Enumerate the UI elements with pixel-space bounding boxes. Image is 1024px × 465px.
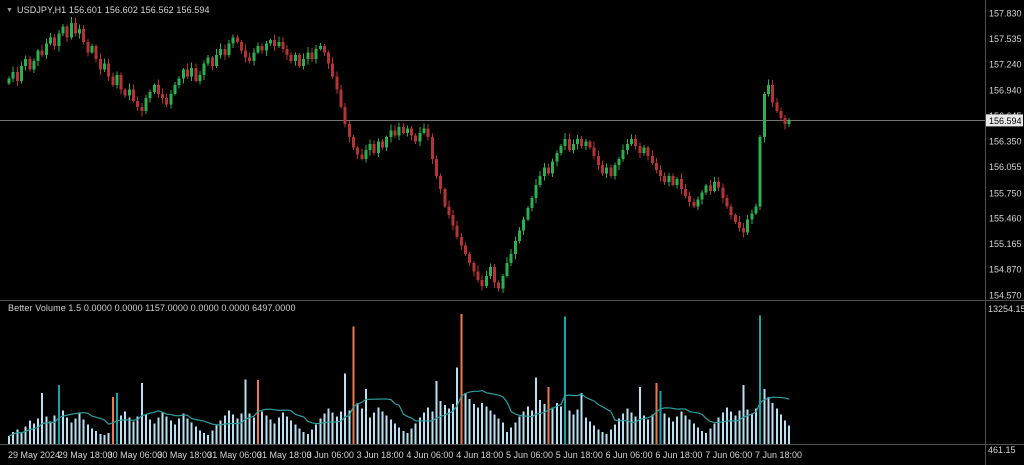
price-axis-label: 156.055 [989, 162, 1022, 172]
price-axis-label: 156.940 [989, 85, 1022, 95]
symbol-title-text: USDJPY,H1 156.601 156.602 156.562 156.59… [17, 5, 210, 15]
time-axis-label: 6 Jun 06:00 [606, 450, 653, 460]
current-price-tag-text: 156.594 [989, 116, 1022, 126]
time-axis-label: 29 May 2024 [8, 450, 60, 460]
symbol-title: ▼ USDJPY,H1 156.601 156.602 156.562 156.… [6, 5, 210, 15]
price-axis-label: 157.535 [989, 34, 1022, 44]
time-axis-label: 3 Jun 18:00 [357, 450, 404, 460]
price-axis-label: 156.350 [989, 137, 1022, 147]
current-price-tag [986, 114, 1023, 127]
time-axis-label: 31 May 06:00 [207, 450, 262, 460]
volume-bars-layer [8, 314, 791, 444]
candles-layer [7, 16, 791, 294]
price-axis-label: 157.830 [989, 8, 1022, 18]
price-axis-label: 155.460 [989, 214, 1022, 224]
volume-axis-max-label: 13254.15 [988, 304, 1024, 314]
price-axis[interactable]: 157.830157.535157.240156.940156.645156.3… [986, 8, 1024, 455]
price-axis-label: 155.165 [989, 239, 1022, 249]
price-axis-label: 154.570 [989, 291, 1022, 301]
time-axis-label: 5 Jun 06:00 [506, 450, 553, 460]
time-axis-label: 30 May 06:00 [108, 450, 163, 460]
price-axis-label: 155.750 [989, 188, 1022, 198]
time-axis-label: 6 Jun 18:00 [655, 450, 702, 460]
symbol-marker-icon: ▼ [6, 6, 14, 14]
time-axis-label: 5 Jun 18:00 [556, 450, 603, 460]
price-axis-label: 157.240 [989, 59, 1022, 69]
volume-indicator-title: Better Volume 1.5 0.0000 0.0000 1157.000… [8, 303, 296, 313]
time-axis-label: 29 May 18:00 [58, 450, 113, 460]
time-axis-label: 30 May 18:00 [157, 450, 212, 460]
time-axis-label: 4 Jun 06:00 [406, 450, 453, 460]
time-axis-label: 31 May 18:00 [257, 450, 312, 460]
time-axis-label: 7 Jun 06:00 [705, 450, 752, 460]
time-axis-label: 3 Jun 06:00 [307, 450, 354, 460]
time-axis-label: 4 Jun 18:00 [456, 450, 503, 460]
volume-ma-line [8, 389, 790, 437]
price-axis-label: 154.870 [989, 265, 1022, 275]
time-axis-label: 7 Jun 18:00 [755, 450, 802, 460]
volume-axis-min-label: 461.15 [988, 445, 1016, 455]
